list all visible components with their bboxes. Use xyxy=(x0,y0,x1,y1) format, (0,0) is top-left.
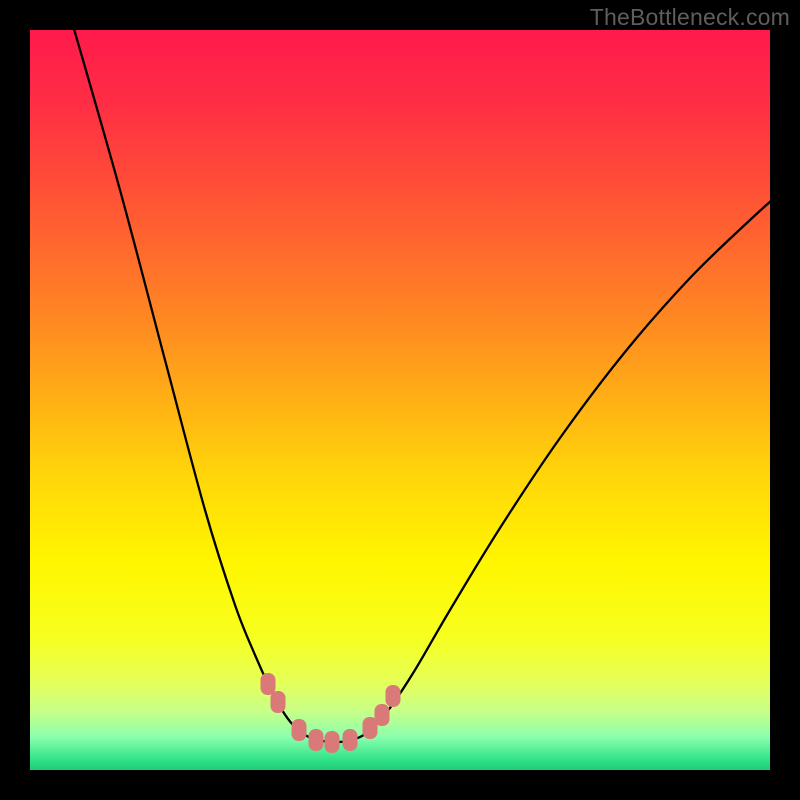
curve-path xyxy=(72,30,770,742)
plot-area xyxy=(30,30,770,770)
valley-marker xyxy=(271,691,286,713)
chart-frame: TheBottleneck.com xyxy=(0,0,800,800)
watermark-text: TheBottleneck.com xyxy=(590,4,790,31)
valley-marker xyxy=(375,704,390,726)
valley-marker xyxy=(386,685,401,707)
valley-marker xyxy=(292,719,307,741)
bottleneck-curve xyxy=(30,30,770,770)
valley-marker xyxy=(325,731,340,753)
valley-marker xyxy=(343,729,358,751)
valley-markers xyxy=(261,673,401,753)
valley-marker xyxy=(309,729,324,751)
valley-marker xyxy=(261,673,276,695)
